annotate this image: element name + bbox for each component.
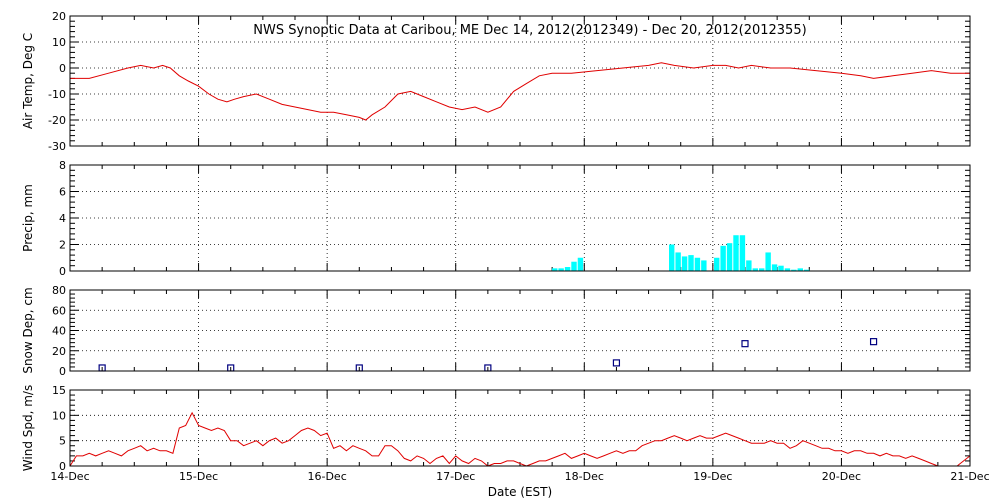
x-tick-label: 16-Dec [308,470,347,483]
y-tick-label: 8 [59,159,66,172]
precip-bar [564,267,571,271]
x-tick-label: 20-Dec [822,470,861,483]
precip-bar [726,243,733,271]
y-tick-label: -10 [48,88,66,101]
x-tick-label: 15-Dec [179,470,218,483]
y-tick-label: 10 [52,36,66,49]
panel-frame [69,15,971,147]
precip-bar [558,268,564,271]
y-tick-label: 6 [59,186,66,199]
x-tick-label: 18-Dec [565,470,604,483]
y-axis-label: Snow Dep, cm [21,287,35,373]
precip-bar [552,268,558,271]
precip-bar [778,265,784,271]
y-tick-label: -20 [48,114,66,127]
precip-bar [804,269,810,271]
chart-title: NWS Synoptic Data at Caribou, ME Dec 14,… [253,23,806,38]
precip-bar [752,268,758,271]
panel-frame [69,289,971,372]
precip-bar [739,235,746,271]
precip-bar [714,257,720,271]
panel-frame [69,389,971,467]
precip-bar [746,260,752,271]
y-tick-label: -30 [48,140,66,153]
y-tick-label: 5 [59,435,66,448]
y-tick-label: 20 [52,10,66,23]
x-tick-label: 14-Dec [50,470,89,483]
y-tick-label: 80 [52,284,66,297]
y-axis-label: Wind Spd, m/s [21,385,35,471]
panel-snow: 0 20 40 60 80 Snow Dep, cm [21,284,971,378]
panel-temp: -30 -20 -10 0 10 20 Air Temp, Deg C [21,10,971,153]
precip-bar [765,252,771,271]
precip-bar [669,244,675,271]
y-axis-label: Precip, mm [21,184,35,252]
y-axis-label: Air Temp, Deg C [21,33,35,129]
chart-panels: -30 -20 -10 0 10 20 Air Temp, Deg C 0 2 4 6 8 Precip… [21,10,990,483]
wind-series-line [69,411,971,467]
snow-depth-point [612,359,621,367]
precip-bar [720,245,726,271]
panel-wind: 0 5 10 15 Wind Spd, m/s 14-Dec 15-Dec 16-Dec 17-… [21,384,990,483]
y-tick-label: 0 [59,460,66,473]
precip-bar [694,257,701,271]
precip-bar [797,268,803,271]
y-tick-label: 60 [52,304,66,317]
y-tick-label: 0 [59,365,66,378]
x-tick-label: 19-Dec [693,470,732,483]
y-tick-label: 20 [52,345,66,358]
y-tick-label: 15 [52,384,66,397]
snow-depth-point [869,338,878,346]
y-tick-label: 40 [52,325,66,338]
precip-bar [688,255,694,271]
y-tick-label: 0 [59,265,66,278]
precip-bar [791,269,797,271]
precip-bar [771,264,778,271]
precip-bar [733,235,739,271]
precip-bar [577,257,584,271]
snow-depth-point [741,340,749,348]
precip-bar [759,268,765,271]
y-tick-label: 4 [59,212,66,225]
x-tick-label: 17-Dec [436,470,475,483]
panel-frame [69,164,971,272]
panel-precip: 0 2 4 6 8 Precip, mm [21,159,971,278]
precip-bar [571,261,577,271]
precip-bar [784,268,791,271]
y-tick-label: 10 [52,409,66,422]
precip-bar [681,256,688,271]
x-tick-label: 21-Dec [950,470,989,483]
temp-series-line [70,62,970,121]
x-axis-label: Date (EST) [488,485,552,499]
precip-bar [675,252,681,271]
precip-bar [701,260,707,271]
y-tick-label: 0 [59,62,66,75]
y-tick-label: 2 [59,239,66,252]
